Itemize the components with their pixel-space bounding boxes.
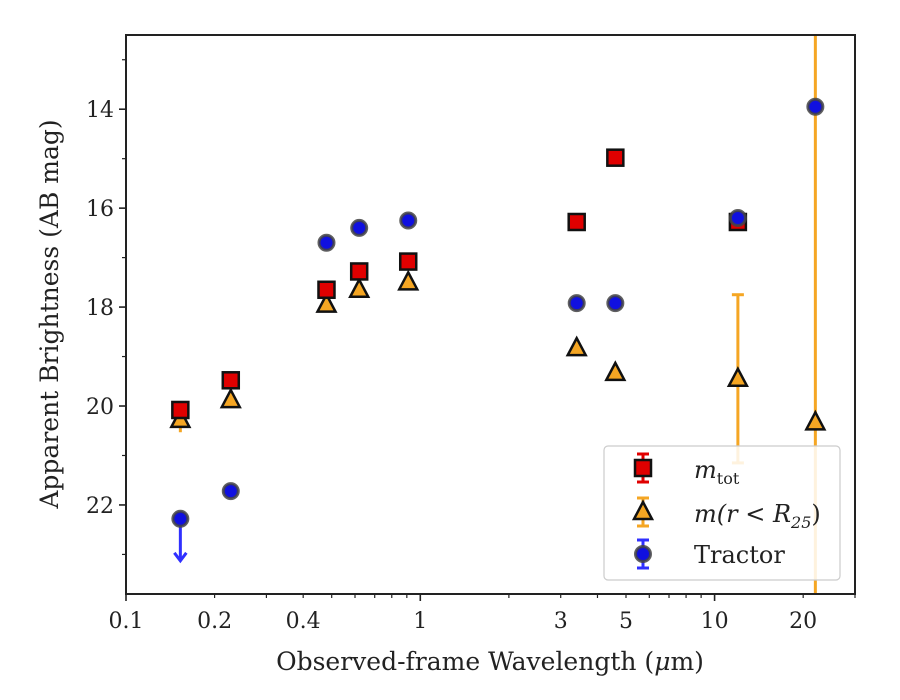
mr25-marker xyxy=(604,360,627,382)
y-tick-label: 22 xyxy=(86,494,114,519)
mtot-marker xyxy=(606,148,625,167)
y-tick-label: 16 xyxy=(86,197,114,222)
tractor-marker xyxy=(806,97,825,116)
tractor-marker xyxy=(317,233,336,252)
x-axis-label: Observed-frame Wavelength (μm) xyxy=(276,647,704,676)
mtot-marker xyxy=(567,212,586,232)
y-axis-label: Apparent Brightness (AB mag) xyxy=(35,119,64,509)
x-tick-label: 5 xyxy=(619,609,633,634)
x-tick-label: 1 xyxy=(413,609,427,634)
legend-mr25-marker xyxy=(631,499,655,521)
mr25-marker xyxy=(726,366,749,388)
y-tick-label: 18 xyxy=(86,296,114,321)
series-tractor xyxy=(171,97,825,564)
tractor-marker xyxy=(567,294,586,313)
tractor-marker xyxy=(171,509,190,528)
tractor-marker xyxy=(728,209,747,228)
legend-box xyxy=(603,445,841,581)
y-tick-label: 14 xyxy=(86,98,114,123)
tractor-marker xyxy=(399,211,418,230)
legend-marker-mr25 xyxy=(631,496,655,528)
x-tick-label: 0.4 xyxy=(286,609,321,634)
mtot-marker xyxy=(317,280,336,300)
mr25-marker xyxy=(565,335,588,357)
mtot-marker xyxy=(398,252,418,271)
legend-tractor-marker xyxy=(634,545,652,563)
mr25-marker xyxy=(315,291,338,313)
mtot-marker xyxy=(349,262,369,281)
mr25-marker xyxy=(348,277,371,299)
x-tick-label: 20 xyxy=(789,609,817,634)
legend-marker-mtot xyxy=(633,452,653,484)
tractor-marker xyxy=(606,294,625,313)
x-axis: 0.1 0.2 0.4 1 3 5 10 20 xyxy=(109,594,856,634)
y-axis: 14 16 18 20 22 xyxy=(86,59,126,556)
legend-mtot-marker xyxy=(633,458,653,478)
mr25-marker xyxy=(219,387,242,409)
x-tick-label: 3 xyxy=(554,609,568,634)
legend: mtot m(r < R25) Tractor xyxy=(603,445,841,581)
mtot-marker xyxy=(171,400,190,420)
plot-frame xyxy=(125,34,856,595)
mr25-marker xyxy=(804,409,827,431)
series-mtot xyxy=(171,148,748,420)
y-tick-label: 20 xyxy=(86,395,114,420)
mtot-marker xyxy=(221,371,241,390)
x-tick-label: 10 xyxy=(701,609,729,634)
upper-limit-arrowhead xyxy=(173,551,188,564)
mr25-marker xyxy=(397,269,420,291)
tractor-marker xyxy=(350,218,369,237)
tractor-marker xyxy=(221,482,240,501)
plot-layer xyxy=(169,35,827,594)
series-mr25 xyxy=(169,35,827,594)
legend-label-mtot: mtot xyxy=(694,456,740,488)
x-tick-label: 0.1 xyxy=(109,609,144,634)
x-tick-label: 0.2 xyxy=(197,609,232,634)
legend-label-tractor: Tractor xyxy=(694,541,785,569)
legend-label-mr25: m(r < R25) xyxy=(694,500,821,532)
legend-marker-tractor xyxy=(634,538,652,570)
